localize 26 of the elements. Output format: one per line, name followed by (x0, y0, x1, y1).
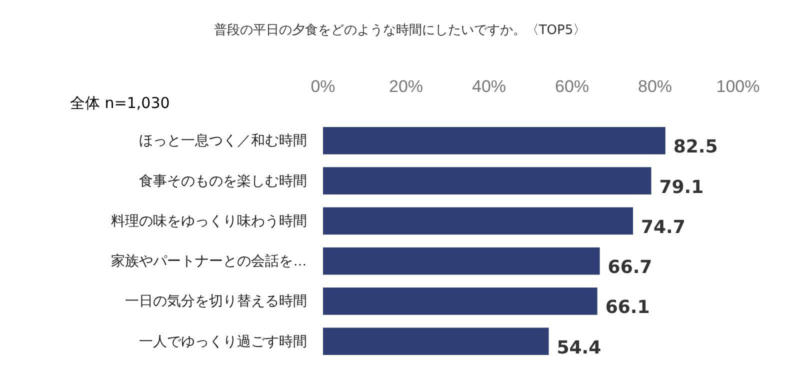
data-label: 66.7 (608, 257, 652, 278)
x-tick-label: 20% (388, 76, 424, 96)
bar (323, 127, 666, 154)
x-tick-label: 60% (554, 76, 590, 96)
data-label: 54.4 (556, 337, 602, 358)
x-tick-label: 0% (310, 76, 336, 96)
y-tick-label: 一日の気分を切り替える時間 (125, 292, 307, 309)
chart-title: 普段の平日の夕食をどのような時間にしたいですか。〈TOP5〉 (214, 22, 586, 38)
x-tick-label: 40% (472, 76, 506, 96)
bar (323, 328, 549, 355)
data-label: 82.5 (673, 136, 718, 158)
text: 全体 n=1,030 (70, 94, 170, 112)
y-tick-label: 食事そのものを楽しむ時間 (139, 172, 307, 188)
data-label: 79.1 (659, 176, 704, 198)
bar (323, 288, 598, 315)
bar (323, 207, 634, 235)
y-tick-label: 一人でゆっくり過ごす時間 (139, 332, 307, 349)
data-label: 66.1 (605, 297, 650, 318)
y-tick-label: 料理の味をゆっくり味わう時間 (111, 212, 307, 228)
bar (323, 247, 600, 275)
bar (323, 167, 652, 194)
x-tick-label: 100% (716, 76, 760, 96)
y-tick-label: 家族やパートナーとの会話を… (111, 252, 307, 269)
data-label: 74.7 (641, 216, 686, 238)
x-tick-label: 80% (638, 76, 672, 96)
y-tick-label: ほっと一息つく／和む時間 (139, 132, 307, 148)
